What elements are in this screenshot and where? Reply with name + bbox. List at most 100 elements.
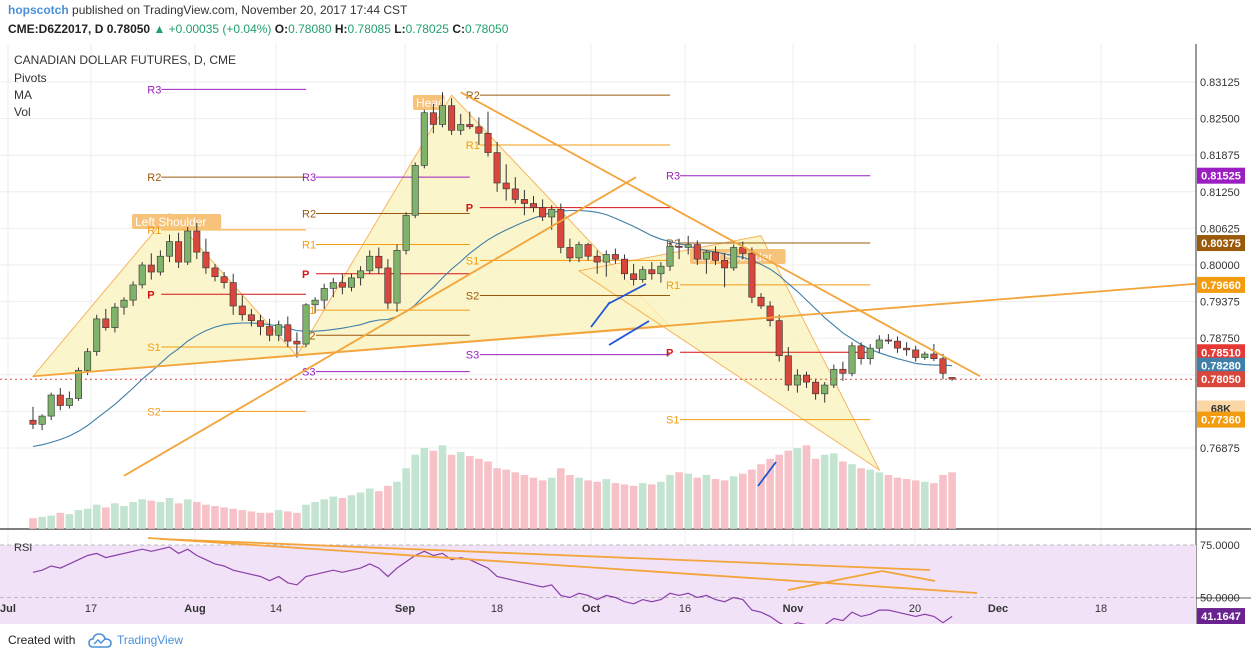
pivot-label: R3	[302, 172, 316, 184]
candle-body	[457, 124, 465, 131]
volume-bar	[293, 512, 301, 529]
open-label: O:	[274, 22, 289, 36]
candle-body	[766, 305, 774, 321]
volume-bar	[729, 476, 738, 529]
y-tick-label: 0.80625	[1200, 223, 1240, 235]
pivot-label: P	[147, 289, 154, 301]
volume-bar	[684, 473, 692, 529]
tradingview-link[interactable]: TradingView	[117, 633, 184, 647]
candle-body	[648, 269, 656, 275]
candle-body	[884, 339, 892, 342]
x-tick-label: Oct	[582, 603, 601, 615]
candle-body	[429, 112, 437, 125]
volume-bar	[584, 480, 592, 529]
candle-body	[166, 241, 174, 257]
candle-body	[711, 251, 719, 261]
candle-body	[266, 326, 274, 336]
volume-bar	[147, 500, 156, 529]
rsi-trend-line	[147, 537, 978, 594]
volume-bar	[866, 469, 874, 529]
volume-bar	[320, 499, 328, 529]
rsi-tick-label: 75.0000	[1200, 540, 1240, 552]
chart-svg[interactable]: Left ShoulderHeadRight Shoulder R3R2R1PS…	[0, 44, 1251, 657]
pivot-label: R1	[302, 240, 316, 252]
low-label: L:	[394, 22, 406, 36]
candle-body	[56, 394, 64, 406]
price-label-box	[1197, 276, 1245, 293]
candle-body	[175, 241, 183, 263]
volume-bar	[766, 458, 774, 529]
candle-body	[93, 318, 101, 352]
candle-body	[493, 152, 501, 184]
study-pivots[interactable]: Pivots	[14, 71, 47, 85]
candle-body	[275, 324, 283, 336]
volume-bar	[65, 514, 74, 529]
candle-body	[502, 182, 510, 190]
volume-bar	[839, 461, 847, 529]
volume-bar	[402, 468, 410, 529]
chart-pane[interactable]: Left ShoulderHeadRight Shoulder R3R2R1PS…	[0, 44, 1251, 657]
rsi-value-label: 41.1647	[1201, 611, 1241, 623]
rsi-trend-line	[159, 538, 931, 571]
candle-body	[65, 398, 73, 406]
y-tick-label: 0.78750	[1200, 333, 1240, 345]
y-tick-label: 0.81250	[1200, 187, 1240, 199]
candle-body	[475, 126, 483, 134]
volume-bar	[611, 483, 620, 529]
pivot-label: S1	[666, 415, 679, 427]
pivot-label: P	[666, 347, 673, 359]
volume-bar	[102, 507, 110, 529]
study-ma[interactable]: MA	[14, 88, 32, 102]
volume-bar	[466, 456, 474, 529]
volume-bar	[302, 504, 310, 529]
volume-bar	[202, 504, 210, 529]
price-label: 0.80375	[1201, 238, 1241, 250]
x-tick-label: 17	[85, 603, 97, 615]
high-value: 0.78085	[347, 22, 391, 36]
pattern-fill	[31, 212, 298, 377]
candle-body	[784, 355, 792, 386]
volume-bar	[238, 510, 247, 529]
candle-body	[939, 358, 947, 374]
y-tick-label: 0.76875	[1200, 443, 1240, 455]
candle-body	[320, 288, 328, 301]
volume-bar	[575, 477, 583, 529]
tradingview-cloud-icon[interactable]	[88, 632, 112, 650]
rsi-tick-label: 50.0000	[1200, 593, 1240, 605]
volume-bar	[438, 445, 447, 529]
pattern-fill	[295, 94, 672, 357]
symbol-name[interactable]: CME:D6Z2017, D	[8, 22, 104, 36]
candle-body	[75, 370, 83, 399]
x-tick-label: Nov	[783, 603, 805, 615]
candle-body	[757, 296, 765, 307]
trend-line	[460, 91, 981, 378]
candle-body	[684, 244, 692, 248]
open-value: 0.78080	[288, 22, 332, 36]
chart-header: hopscotch published on TradingView.com, …	[0, 0, 1251, 44]
volume-bar	[811, 458, 820, 529]
volume-bar	[247, 511, 256, 529]
candle-body	[721, 260, 729, 269]
candle-body	[47, 394, 55, 417]
candle-body	[839, 368, 847, 374]
rsi-trend-line	[881, 570, 936, 582]
author-link[interactable]: hopscotch	[8, 3, 69, 17]
study-vol[interactable]: Vol	[14, 105, 31, 119]
volume-bar	[648, 484, 656, 529]
candle-body	[448, 105, 456, 131]
candle-body	[520, 199, 528, 204]
volume-bar	[493, 468, 501, 529]
footer: Created with TradingView	[0, 628, 1251, 658]
publish-text: published on TradingView.com, November 2…	[72, 3, 408, 17]
candle-body	[539, 207, 547, 218]
volume-bar	[511, 472, 520, 529]
candle-body	[393, 250, 401, 304]
pattern-label: Left Shoulder	[135, 215, 206, 229]
pivot-label: R2	[466, 90, 480, 102]
volume-bar	[857, 468, 865, 529]
time-axis: Jul 17 Aug 14 Sep 18 Oct 16 Nov 20 Dec 18	[0, 603, 1107, 615]
volume-bar	[547, 477, 556, 529]
y-tick-label: 0.80000	[1200, 260, 1240, 272]
candle-body	[311, 299, 319, 306]
volume-bar	[948, 472, 956, 529]
